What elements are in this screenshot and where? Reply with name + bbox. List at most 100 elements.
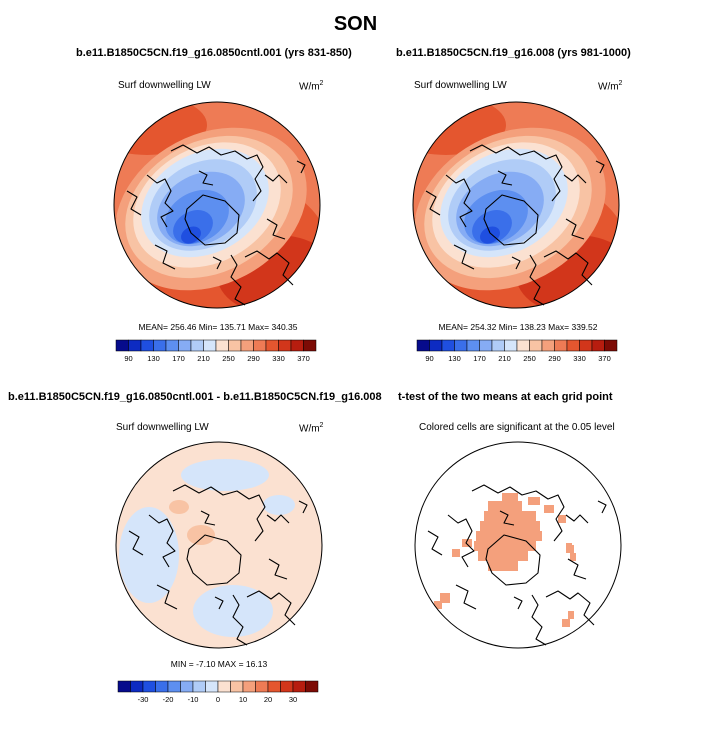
coastline-5 bbox=[126, 190, 142, 216]
coastline-4 bbox=[246, 590, 296, 626]
significant-cell-7 bbox=[502, 493, 518, 501]
colorbar-swatch bbox=[190, 339, 204, 352]
coastline-0 bbox=[170, 144, 264, 202]
colorbar-tick-label: 30 bbox=[289, 695, 297, 704]
coastline-9 bbox=[298, 500, 308, 514]
coastline-4 bbox=[545, 590, 595, 626]
colorbar-swatch bbox=[466, 339, 480, 352]
coastline-6 bbox=[198, 170, 214, 186]
coastline-0 bbox=[471, 484, 565, 542]
colorbar-swatch bbox=[554, 339, 568, 352]
coastline-3 bbox=[232, 594, 248, 646]
colorbar-swatch bbox=[142, 680, 156, 693]
coastline-10 bbox=[511, 256, 521, 270]
coastline-7 bbox=[565, 514, 589, 524]
panel2-colorbar: 90 130 170 210 250 290 330 370 bbox=[416, 339, 618, 363]
panel3-map bbox=[115, 441, 323, 649]
colorbar-swatch bbox=[265, 339, 279, 352]
colorbar-swatch bbox=[130, 680, 144, 693]
units-exponent: 2 bbox=[319, 422, 324, 429]
diff-region-4 bbox=[169, 500, 189, 514]
significant-cell-12 bbox=[558, 515, 566, 523]
panel2-variable-label: Surf downwelling LW bbox=[414, 80, 507, 91]
colorbar-swatch bbox=[529, 339, 543, 352]
colorbar-swatch bbox=[305, 680, 319, 693]
colorbar-swatch bbox=[280, 680, 294, 693]
coastline-3 bbox=[529, 254, 545, 306]
panel1-stats: MEAN= 256.46 Min= 135.71 Max= 340.35 bbox=[138, 322, 298, 332]
colorbar-swatch bbox=[416, 339, 430, 352]
diff-region-1 bbox=[181, 459, 269, 491]
coastline-11 bbox=[266, 218, 286, 240]
coastline-6 bbox=[499, 510, 515, 526]
coastline-2 bbox=[186, 534, 242, 586]
coastline-10 bbox=[212, 256, 222, 270]
map-border bbox=[414, 441, 622, 649]
colorbar-swatch bbox=[516, 339, 530, 352]
colorbar-swatch bbox=[566, 339, 580, 352]
significant-cell-9 bbox=[462, 539, 472, 547]
significant-cell-0 bbox=[488, 501, 522, 511]
coastline-9 bbox=[296, 160, 306, 174]
colorbar-swatch bbox=[153, 339, 167, 352]
colorbar-swatch bbox=[504, 339, 518, 352]
contour-band-8 bbox=[181, 226, 201, 244]
colorbar-swatch bbox=[604, 339, 618, 352]
significant-cell-16 bbox=[440, 593, 450, 603]
colorbar-swatch bbox=[290, 339, 304, 352]
diff-region-3 bbox=[187, 525, 215, 545]
panel3-title: b.e11.B1850C5CN.f19_g16.0850cntl.001 - b… bbox=[8, 391, 382, 403]
panel1-map bbox=[113, 101, 321, 309]
colorbar-tick-label: 370 bbox=[598, 354, 611, 363]
colorbar-swatch bbox=[230, 680, 244, 693]
colorbar-swatch bbox=[491, 339, 505, 352]
colorbar-tick-label: 250 bbox=[222, 354, 235, 363]
colorbar-tick-label: 130 bbox=[448, 354, 461, 363]
colorbar-tick-label: 20 bbox=[264, 695, 272, 704]
coastline-6 bbox=[497, 170, 513, 186]
colorbar-tick-label: 290 bbox=[247, 354, 260, 363]
coastline-5 bbox=[425, 190, 441, 216]
units-text: W/m bbox=[299, 81, 320, 93]
colorbar-swatch bbox=[115, 339, 129, 352]
coastline-5 bbox=[128, 530, 144, 556]
coastline-10 bbox=[214, 596, 224, 610]
colorbar-swatch bbox=[429, 339, 443, 352]
coastline-2 bbox=[483, 194, 539, 246]
panel2-stats: MEAN= 254.32 Min= 138.23 Max= 339.52 bbox=[438, 322, 598, 332]
coastline-0 bbox=[172, 484, 266, 542]
diff-region-2 bbox=[193, 585, 273, 637]
colorbar-swatch bbox=[128, 339, 142, 352]
colorbar-tick-label: 290 bbox=[548, 354, 561, 363]
colorbar-swatch bbox=[205, 680, 219, 693]
map-fill bbox=[413, 102, 619, 308]
colorbar-tick-label: -30 bbox=[138, 695, 149, 704]
colorbar-swatch bbox=[180, 680, 194, 693]
coastline-11 bbox=[268, 558, 288, 580]
units-exponent: 2 bbox=[618, 80, 623, 87]
significant-cell-11 bbox=[544, 505, 554, 513]
colorbar-tick-label: -20 bbox=[163, 695, 174, 704]
colorbar-swatch bbox=[242, 680, 256, 693]
significant-cell-18 bbox=[562, 619, 570, 627]
colorbar-tick-label: 250 bbox=[523, 354, 536, 363]
significant-cell-1 bbox=[484, 511, 536, 521]
significant-cell-2 bbox=[480, 521, 540, 531]
significant-cell-4 bbox=[474, 541, 536, 551]
colorbar-tick-label: -10 bbox=[188, 695, 199, 704]
coastline-8 bbox=[156, 584, 178, 610]
map-border bbox=[113, 101, 321, 309]
colorbar-tick-label: 90 bbox=[425, 354, 433, 363]
colorbar-swatch bbox=[228, 339, 242, 352]
colorbar-swatch bbox=[303, 339, 317, 352]
colorbar-tick-label: 130 bbox=[147, 354, 160, 363]
panel1-variable-label: Surf downwelling LW bbox=[118, 80, 211, 91]
coastline-3 bbox=[230, 254, 246, 306]
significant-cell-15 bbox=[566, 543, 572, 549]
colorbar-swatch bbox=[155, 680, 169, 693]
diff-region-5 bbox=[263, 495, 295, 515]
colorbar-swatch bbox=[292, 680, 306, 693]
colorbar-tick-label: 330 bbox=[573, 354, 586, 363]
panel4-title: t-test of the two means at each grid poi… bbox=[398, 391, 613, 403]
map-border bbox=[412, 101, 620, 309]
